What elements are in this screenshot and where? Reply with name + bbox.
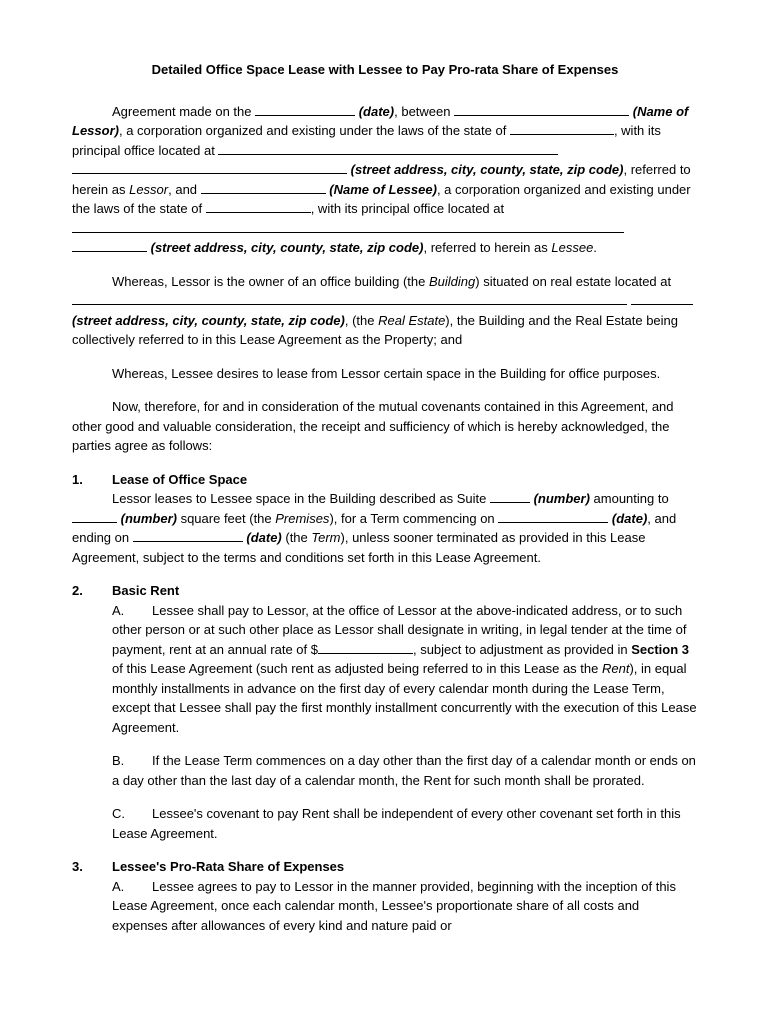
building-term: Building	[429, 274, 475, 289]
whereas-2: Whereas, Lessee desires to lease from Le…	[72, 364, 698, 384]
text: Agreement made on the	[112, 104, 255, 119]
blank-state[interactable]	[510, 122, 614, 135]
section-2-header: 2. Basic Rent	[72, 581, 698, 601]
text: .	[593, 240, 597, 255]
building-address-label: (street address, city, county, state, zi…	[72, 313, 345, 328]
blank-address[interactable]	[218, 142, 558, 155]
lessor-term: Lessor	[129, 182, 168, 197]
address-label2: (street address, city, county, state, zi…	[151, 240, 424, 255]
text: of this Lease Agreement (such rent as ad…	[112, 661, 602, 676]
section-1-title: Lease of Office Space	[112, 470, 247, 490]
blank-state2[interactable]	[206, 200, 311, 213]
number-label2: (number)	[121, 511, 177, 526]
section-2c: C.Lessee's covenant to pay Rent shall be…	[72, 804, 698, 843]
text: , a corporation organized and existing u…	[119, 123, 510, 138]
blank-lessor-name[interactable]	[454, 103, 629, 116]
text: , referred to herein as	[423, 240, 551, 255]
text: Whereas, Lessor is the owner of an offic…	[112, 274, 429, 289]
text: square feet (the	[177, 511, 275, 526]
rent-term: Rent	[602, 661, 629, 676]
text: , subject to adjustment as provided in	[413, 642, 631, 657]
address-label: (street address, city, county, state, zi…	[351, 162, 624, 177]
document-title: Detailed Office Space Lease with Lessee …	[72, 60, 698, 80]
blank-start-date[interactable]	[498, 510, 608, 523]
text: Lessee's covenant to pay Rent shall be i…	[112, 806, 681, 841]
text: amounting to	[590, 491, 669, 506]
section-1-header: 1. Lease of Office Space	[72, 470, 698, 490]
text: , between	[394, 104, 454, 119]
blank-sqft[interactable]	[72, 510, 117, 523]
text: If the Lease Term commences on a day oth…	[112, 753, 696, 788]
date-label: (date)	[359, 104, 394, 119]
section-3-num: 3.	[72, 857, 112, 877]
blank-address-cont[interactable]	[72, 161, 347, 174]
section-1-body: Lessor leases to Lessee space in the Bui…	[72, 489, 698, 567]
section-2-num: 2.	[72, 581, 112, 601]
blank-building-addr-cont[interactable]	[631, 292, 693, 305]
section-3-ref: Section 3	[631, 642, 689, 657]
section-2-title: Basic Rent	[112, 581, 179, 601]
letter-b: B.	[112, 751, 152, 771]
text: , (the	[345, 313, 378, 328]
section-3-header: 3. Lessee's Pro-Rata Share of Expenses	[72, 857, 698, 877]
section-2a: A.Lessee shall pay to Lessor, at the off…	[72, 601, 698, 738]
blank-end-date[interactable]	[133, 529, 243, 542]
text: , with its principal office located at	[311, 201, 504, 216]
text: Lessor leases to Lessee space in the Bui…	[112, 491, 490, 506]
letter-a3: A.	[112, 877, 152, 897]
text: , and	[168, 182, 201, 197]
blank-building-addr[interactable]	[72, 292, 627, 305]
letter-c: C.	[112, 804, 152, 824]
date-label3: (date)	[246, 530, 281, 545]
blank-address2[interactable]	[72, 220, 624, 233]
text: (the	[282, 530, 312, 545]
opening-paragraph: Agreement made on the (date), between (N…	[72, 102, 698, 258]
premises-term: Premises	[275, 511, 329, 526]
section-3a: A.Lessee agrees to pay to Lessor in the …	[72, 877, 698, 936]
blank-suite[interactable]	[490, 490, 530, 503]
blank-address2-cont[interactable]	[72, 239, 147, 252]
number-label: (number)	[534, 491, 590, 506]
term-term: Term	[311, 530, 340, 545]
blank-date[interactable]	[255, 103, 355, 116]
lessee-name-label: (Name of Lessee)	[329, 182, 437, 197]
letter-a: A.	[112, 601, 152, 621]
text: Lessee agrees to pay to Lessor in the ma…	[112, 879, 676, 933]
blank-rent-amount[interactable]	[318, 641, 413, 654]
now-therefore: Now, therefore, for and in consideration…	[72, 397, 698, 456]
lessee-term: Lessee	[551, 240, 593, 255]
date-label2: (date)	[612, 511, 647, 526]
blank-lessee-name[interactable]	[201, 181, 326, 194]
section-1-num: 1.	[72, 470, 112, 490]
whereas-1: Whereas, Lessor is the owner of an offic…	[72, 272, 698, 350]
section-3-title: Lessee's Pro-Rata Share of Expenses	[112, 857, 344, 877]
text: ), for a Term commencing on	[329, 511, 498, 526]
realestate-term: Real Estate	[378, 313, 445, 328]
section-2b: B.If the Lease Term commences on a day o…	[72, 751, 698, 790]
text: ) situated on real estate located at	[475, 274, 671, 289]
